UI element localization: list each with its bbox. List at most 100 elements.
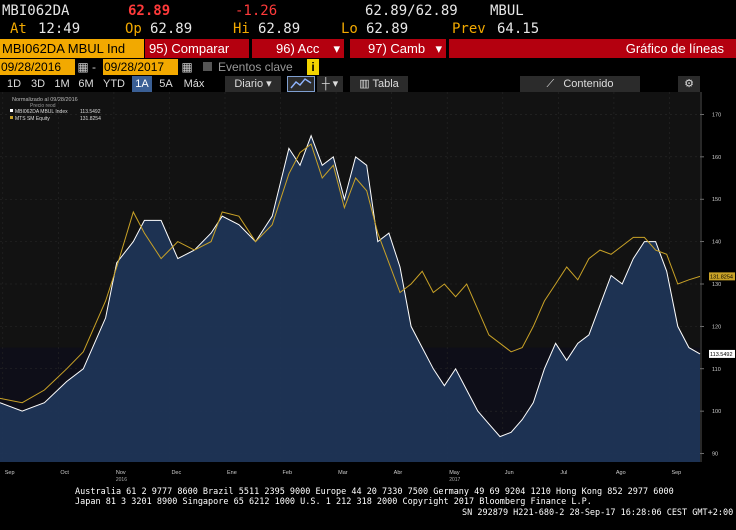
period-1a[interactable]: 1A [132, 76, 152, 92]
period-1m[interactable]: 1M [54, 78, 70, 90]
ticker: MBI062DA [2, 3, 70, 19]
x-tick-label: Nov [116, 470, 126, 476]
period-1d[interactable]: 1D [6, 78, 22, 90]
table-icon: ▥ [359, 78, 370, 90]
security-label: MBI062DA MBUL Ind [2, 41, 126, 56]
start-date-field[interactable]: 09/28/2016 [0, 59, 75, 75]
period-máx[interactable]: Máx [183, 78, 205, 90]
y-tick-label: 90 [712, 452, 718, 458]
bid-ask: 62.89/62.89 [365, 3, 458, 19]
footer-contacts-2: Japan 81 3 3201 8900 Singapore 65 6212 1… [75, 497, 592, 507]
mts-line [0, 143, 701, 404]
legend-swatch-mbi [10, 109, 13, 112]
x-tick-label: Jun [505, 470, 514, 476]
table-label: Tabla [372, 78, 399, 90]
last-value-tag [709, 272, 735, 281]
low-label: Lo [341, 21, 358, 37]
legend-mbi-value: 113.5492 [80, 109, 101, 115]
actions-menu[interactable]: 96) Acc ▾ [252, 39, 344, 58]
chart-type-title[interactable]: Gráfico de líneas [449, 39, 736, 58]
chart-annotate-icon: ⟋ [546, 78, 555, 90]
compare-button[interactable]: 95) Comparar [145, 39, 249, 58]
table-button[interactable]: ▥ Tabla [350, 76, 408, 92]
y-tick-label: 150 [712, 197, 721, 203]
high-label: Hi [233, 21, 250, 37]
y-tick-label: 100 [712, 409, 721, 415]
open-value: 62.89 [150, 21, 193, 37]
end-date: 09/28/2017 [104, 60, 165, 74]
price-chart[interactable]: 90 100 110 120 130 140 150 160 170 Sep Oct Nov2016… [0, 92, 736, 482]
settings-icon[interactable]: ⚙ [678, 76, 700, 92]
mbi-area [0, 135, 700, 462]
y-tick-label: 130 [712, 282, 721, 288]
x-tick-label: Ago [616, 470, 626, 476]
events-checkbox[interactable] [203, 59, 213, 75]
x-tick-label: May [449, 470, 460, 476]
legend: Normalizado al 09/28/2016 Precio reod MB… [10, 97, 101, 122]
legend-mts-value: 131.8254 [80, 116, 101, 122]
footer-session: SN 292879 H221-680-2 28-Sep-17 16:28:06 … [462, 508, 734, 518]
actions-label: 96) Acc [276, 41, 320, 56]
calendar-icon[interactable]: ▦ [181, 60, 193, 74]
events-label: Eventos clave [218, 60, 293, 74]
last-price: 62.89 [128, 3, 171, 19]
x-tick-label: Jul [560, 470, 567, 476]
chevron-down-icon: ▾ [435, 41, 442, 56]
x-tick-label: Sep [5, 470, 15, 476]
y-tick-label: 140 [712, 240, 721, 246]
y-tick-label: 160 [712, 155, 721, 161]
x-tick-label: Feb [283, 470, 292, 476]
legend-subtitle: Precio reod [30, 103, 56, 109]
mbi-line [0, 134, 701, 438]
prev-value: 64.15 [497, 21, 540, 37]
legend-mts-name: MTS SM Equity [15, 116, 50, 122]
legend-header: Normalizado al 09/28/2016 [12, 97, 78, 103]
x-tick-label: Ene [227, 470, 237, 476]
at-value: 12:49 [38, 21, 81, 37]
chart-type-label: Gráfico de líneas [625, 41, 724, 56]
y-tick-label: 170 [712, 112, 721, 118]
frequency-select[interactable]: Diario ▾ [225, 76, 281, 92]
y-tick-label: 110 [712, 367, 721, 373]
end-date-field[interactable]: 09/28/2017 [103, 59, 178, 75]
content-label: Contenido [563, 78, 614, 90]
y-tick-label: 120 [712, 324, 721, 330]
line-chart-icon[interactable] [287, 76, 315, 92]
chevron-down-icon: ▾ [333, 41, 340, 56]
legend-swatch-mts [10, 116, 13, 119]
last-value-label: 113.5492 [710, 352, 733, 358]
change-label: 97) Camb [368, 41, 426, 56]
x-tick-label: Sep [671, 470, 681, 476]
period-3d[interactable]: 3D [30, 78, 46, 90]
exchange: MBUL [490, 3, 524, 19]
period-5a[interactable]: 5A [159, 78, 173, 90]
open-label: Op [125, 21, 142, 37]
x-year-label: 2017 [449, 477, 460, 482]
footer-contacts: Australia 61 2 9777 8600 Brazil 5511 239… [75, 487, 674, 497]
range-separator: - [92, 60, 96, 74]
high-value: 62.89 [258, 21, 301, 37]
price-change: -1.26 [235, 3, 278, 19]
info-icon[interactable]: i [307, 59, 319, 75]
period-6m[interactable]: 6M [78, 78, 94, 90]
x-tick-label: Abr [394, 470, 403, 476]
change-menu[interactable]: 97) Camb ▾ [350, 39, 446, 58]
chevron-down-icon: ▾ [266, 78, 272, 90]
start-date: 09/28/2016 [1, 60, 62, 74]
x-year-label: 2016 [116, 477, 127, 482]
at-label: At [10, 21, 27, 37]
frequency-label: Diario [234, 78, 264, 90]
compare-label: 95) Comparar [149, 41, 230, 56]
last-value-label: 131.8254 [710, 274, 733, 280]
x-tick-label: Dec [171, 470, 181, 476]
calendar-icon[interactable]: ▦ [77, 60, 89, 74]
prev-label: Prev [452, 21, 486, 37]
x-tick-label: Mar [338, 470, 348, 476]
period-ytd[interactable]: YTD [103, 78, 125, 90]
low-value: 62.89 [366, 21, 409, 37]
content-button[interactable]: ⟋ Contenido [520, 76, 640, 92]
crosshair-icon[interactable]: ┼ ▾ [317, 76, 343, 92]
security-field[interactable]: MBI062DA MBUL Ind [0, 39, 144, 58]
legend-mbi-name: MBI062DA MBUL Index [15, 109, 68, 115]
x-tick-label: Oct [60, 470, 69, 476]
